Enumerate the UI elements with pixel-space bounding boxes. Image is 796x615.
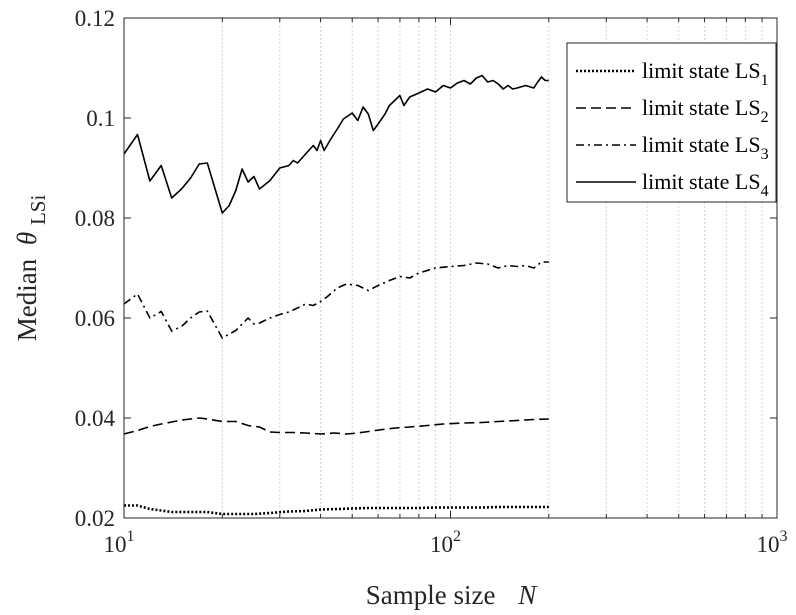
x-axis-label-text: Sample size bbox=[366, 580, 496, 610]
ticks bbox=[123, 17, 778, 519]
legend-label-text: limit state LS bbox=[642, 58, 761, 83]
x-tick-label-exp: 2 bbox=[453, 528, 461, 545]
legend-label-text: limit state LS bbox=[642, 132, 761, 157]
x-tick-label: 102 bbox=[430, 528, 461, 557]
series-line-ls4 bbox=[123, 74, 549, 214]
legend-label-sub: 2 bbox=[761, 109, 769, 126]
x-tick-labels: 101 102 103 bbox=[104, 528, 788, 557]
y-tick-label: 0.08 bbox=[75, 206, 115, 231]
y-axis-label-sub: LSi bbox=[26, 195, 50, 226]
legend-label-sub: 4 bbox=[761, 183, 769, 200]
y-axis-label: Median θ LSi bbox=[12, 195, 50, 342]
y-tick-label: 0.02 bbox=[75, 506, 115, 531]
y-tick-label: 0.06 bbox=[75, 306, 115, 331]
y-axis-label-text: Median bbox=[12, 258, 42, 341]
y-tick-label: 0.12 bbox=[75, 6, 115, 31]
x-tick-label-exp: 1 bbox=[127, 528, 135, 545]
legend-label-text: limit state LS bbox=[642, 169, 761, 194]
y-axis-label-symbol: θ bbox=[12, 232, 42, 245]
legend-label-ls3: limit state LS3 bbox=[642, 132, 769, 163]
series-group bbox=[123, 74, 549, 516]
x-axis-label-var: N bbox=[517, 580, 538, 610]
series-line-ls1 bbox=[124, 504, 549, 516]
series-line-ls2 bbox=[123, 417, 549, 435]
x-tick-label: 103 bbox=[757, 528, 788, 557]
x-tick-label-base: 10 bbox=[430, 532, 453, 557]
legend-label-ls2: limit state LS2 bbox=[642, 95, 769, 126]
y-tick-label: 0.1 bbox=[86, 106, 115, 131]
y-tick-labels: 0.02 0.04 0.06 0.08 0.1 0.12 bbox=[75, 6, 116, 531]
legend-label-sub: 1 bbox=[761, 72, 769, 89]
y-tick-label: 0.04 bbox=[75, 406, 116, 431]
legend-label-sub: 3 bbox=[761, 146, 769, 163]
x-tick-label-base: 10 bbox=[104, 532, 127, 557]
legend-label-ls4: limit state LS4 bbox=[642, 169, 769, 200]
x-tick-label-exp: 3 bbox=[780, 528, 788, 545]
x-tick-label: 101 bbox=[104, 528, 135, 557]
legend-box bbox=[566, 42, 777, 203]
series-line-ls3 bbox=[123, 261, 549, 339]
legend-label-ls1: limit state LS1 bbox=[642, 58, 769, 89]
legend-label-text: limit state LS bbox=[642, 95, 761, 120]
x-axis-label: Sample size N bbox=[366, 580, 538, 610]
x-tick-label-base: 10 bbox=[757, 532, 780, 557]
